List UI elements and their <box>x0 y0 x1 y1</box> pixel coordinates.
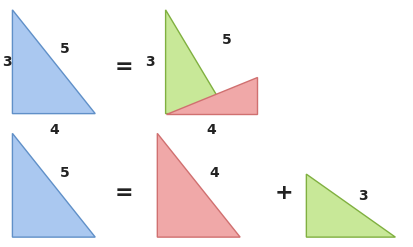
Polygon shape <box>157 133 240 237</box>
Text: 5: 5 <box>60 166 70 180</box>
Text: +: + <box>274 183 292 203</box>
Text: 5: 5 <box>221 33 231 46</box>
Polygon shape <box>12 10 95 114</box>
Text: 4: 4 <box>206 124 216 138</box>
Text: 5: 5 <box>60 42 70 56</box>
Text: 4: 4 <box>209 166 218 180</box>
Text: 3: 3 <box>145 55 155 69</box>
Text: 3: 3 <box>2 55 12 69</box>
Text: 4: 4 <box>49 124 59 138</box>
Text: 3: 3 <box>357 189 367 203</box>
Polygon shape <box>306 174 394 237</box>
Polygon shape <box>12 133 95 237</box>
Text: =: = <box>115 57 133 77</box>
Polygon shape <box>165 10 227 114</box>
Text: =: = <box>115 183 133 203</box>
Polygon shape <box>165 77 256 114</box>
